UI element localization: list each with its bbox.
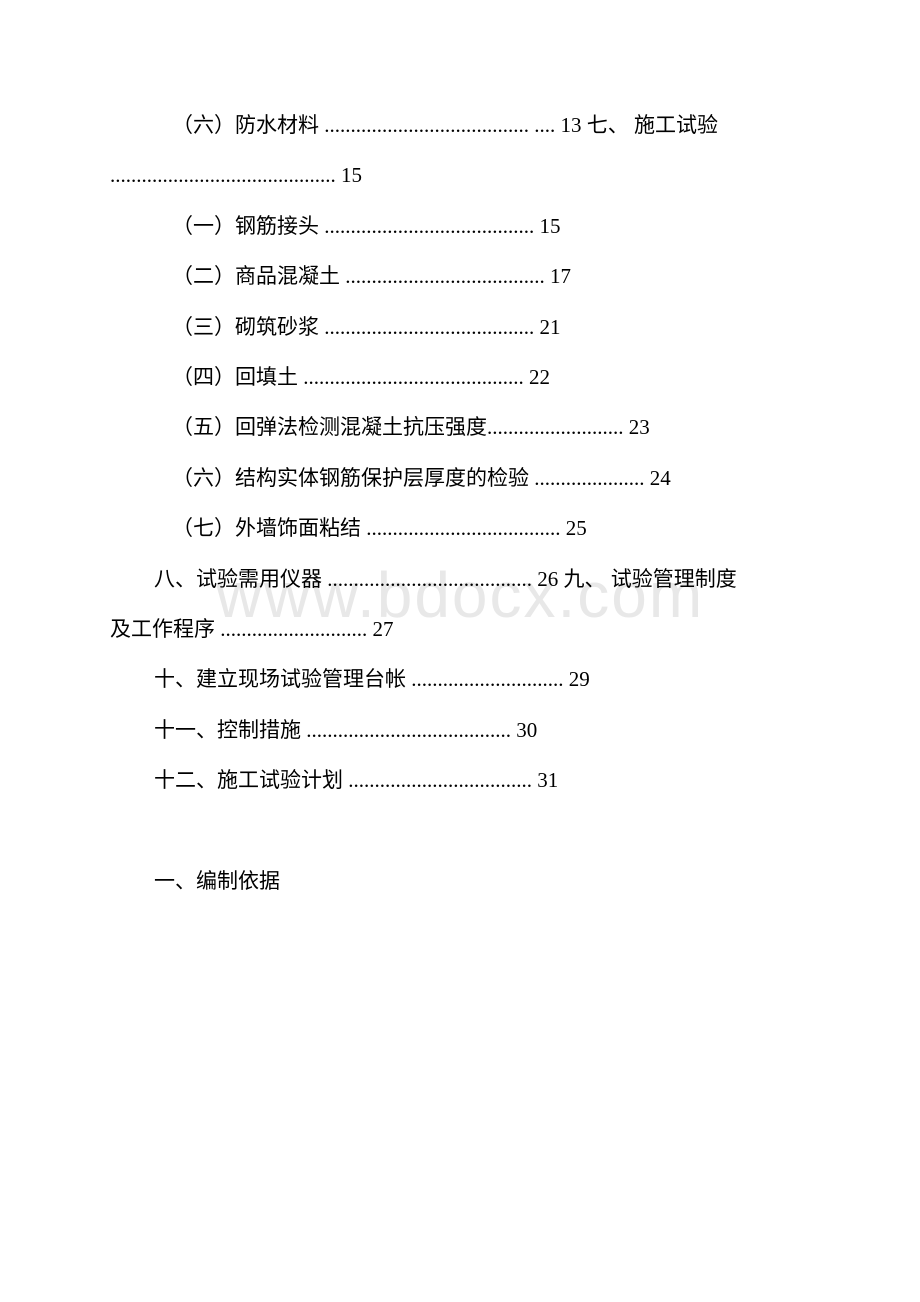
toc-line-10-ledger: 十、建立现场试验管理台帐 ...........................… (110, 654, 810, 704)
toc-line-commercial-concrete: （二）商品混凝土 ...............................… (110, 251, 810, 301)
section-heading-basis: 一、编制依据 (110, 865, 810, 895)
toc-line-6-waterproof: （六）防水材料 ................................… (110, 100, 810, 150)
toc-line-rebar-cover: （六）结构实体钢筋保护层厚度的检验 ..................... … (110, 453, 810, 503)
toc-line-11-control: 十一、控制措施 ................................… (110, 705, 810, 755)
toc-line-masonry-mortar: （三）砌筑砂浆 ................................… (110, 302, 810, 352)
toc-line-9-continuation: 及工作程序 ............................ 27 (110, 604, 810, 654)
toc-line-rebound-test: （五）回弹法检测混凝土抗压强度.........................… (110, 402, 810, 452)
toc-line-backfill: （四）回填土 .................................… (110, 352, 810, 402)
toc-line-facade-bonding: （七）外墙饰面粘结 ..............................… (110, 503, 810, 553)
toc-line-12-plan: 十二、施工试验计划 ..............................… (110, 755, 810, 805)
page-content: （六）防水材料 ................................… (0, 0, 920, 895)
toc-line-7-continuation: ........................................… (110, 150, 810, 200)
toc-line-8-instruments: 八、试验需用仪器 ...............................… (110, 554, 810, 604)
toc-line-rebar-joint: （一）钢筋接头 ................................… (110, 201, 810, 251)
